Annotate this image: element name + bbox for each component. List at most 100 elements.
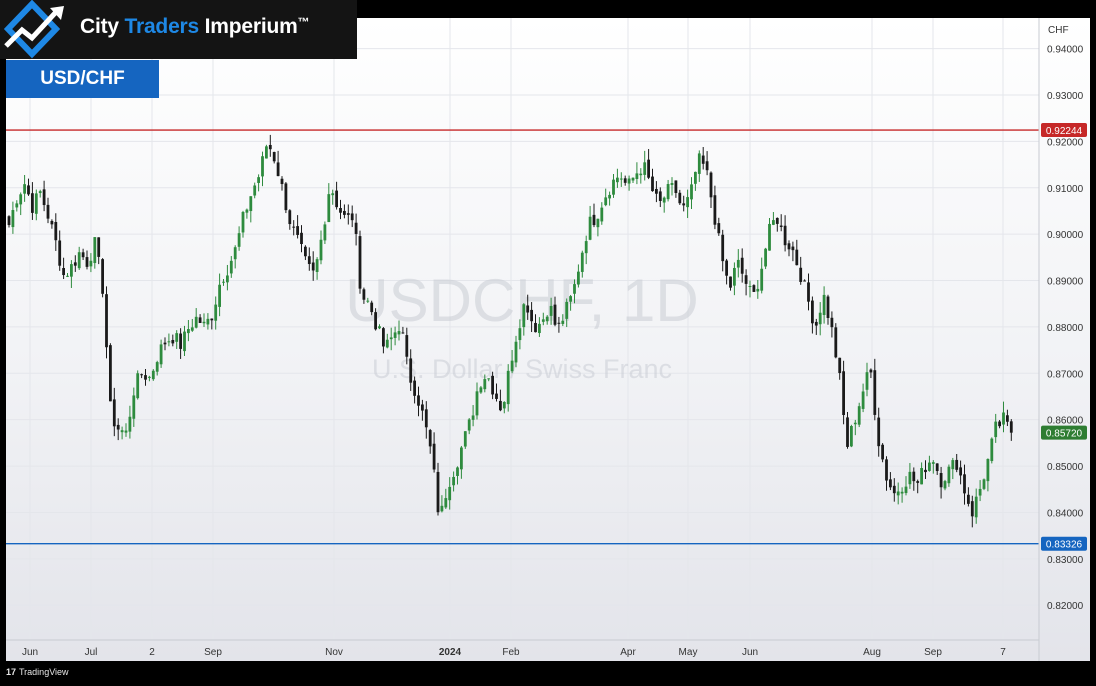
candle-body xyxy=(54,221,58,241)
candle-body xyxy=(1006,415,1009,422)
plot-area[interactable] xyxy=(6,18,1090,661)
candle-body xyxy=(721,234,725,262)
candle-body xyxy=(752,285,756,292)
candle-body xyxy=(163,342,167,345)
candle-body xyxy=(725,260,728,276)
candle-body xyxy=(175,333,179,342)
price-tick-label: 0.86000 xyxy=(1047,416,1084,427)
candle-body xyxy=(838,357,842,374)
candle-body xyxy=(943,481,947,489)
tradingview-label: TradingView xyxy=(19,667,69,677)
candle-body xyxy=(292,226,296,228)
candle-body xyxy=(436,471,440,513)
candle-body xyxy=(522,304,526,328)
candle-body xyxy=(1002,412,1005,425)
candle-body xyxy=(358,236,362,289)
brand-logo: City Traders Imperium™ xyxy=(0,0,357,59)
candle-body xyxy=(865,372,869,390)
price-tick-label: 0.88000 xyxy=(1047,323,1084,334)
candle-body xyxy=(362,289,366,300)
candle-body xyxy=(483,379,487,390)
candle-body xyxy=(647,159,650,178)
watermark-symbol: USDCHF, 1D xyxy=(345,267,698,334)
diamond-chart-logo-icon xyxy=(4,0,64,59)
candle-body xyxy=(557,322,561,324)
candle-body xyxy=(807,282,810,302)
candle-body xyxy=(791,246,795,251)
candle-body xyxy=(826,296,830,318)
candle-body xyxy=(885,459,888,481)
price-tick-label: 0.92000 xyxy=(1047,137,1084,148)
candle-body xyxy=(11,210,15,228)
candle-body xyxy=(265,146,268,159)
candle-body xyxy=(222,281,225,283)
resistance-tag-label: 0.92244 xyxy=(1046,126,1083,137)
candle-body xyxy=(803,280,806,282)
time-tick-label: Aug xyxy=(863,647,881,658)
candle-body xyxy=(998,421,1001,427)
candle-body xyxy=(690,184,693,200)
candle-body xyxy=(877,417,881,447)
candle-body xyxy=(580,252,584,272)
candle-body xyxy=(619,178,623,180)
candle-body xyxy=(319,239,323,261)
candle-body xyxy=(66,275,69,277)
candle-body xyxy=(935,463,939,472)
candle-body xyxy=(904,486,908,494)
candle-body xyxy=(775,217,779,224)
price-tick-label: 0.82000 xyxy=(1047,601,1084,612)
candle-body xyxy=(592,214,596,226)
candle-body xyxy=(717,223,721,234)
candle-body xyxy=(444,498,448,508)
price-tick-label: 0.89000 xyxy=(1047,277,1084,288)
time-tick-label: 2024 xyxy=(439,647,462,658)
candle-body xyxy=(530,309,533,322)
candle-body xyxy=(526,305,530,313)
candle-body xyxy=(350,213,354,221)
candle-body xyxy=(323,224,327,241)
candle-body xyxy=(428,430,432,447)
resistance-tag xyxy=(1041,123,1087,138)
candle-body xyxy=(694,171,697,184)
candle-body xyxy=(31,193,34,213)
pair-label: USD/CHF xyxy=(40,68,125,89)
candle-body xyxy=(662,197,666,203)
candle-body xyxy=(46,204,50,219)
candle-body xyxy=(124,430,128,433)
candle-body xyxy=(970,501,974,517)
candle-body xyxy=(842,371,845,416)
candle-body xyxy=(218,284,221,307)
candle-body xyxy=(284,183,288,211)
candle-body xyxy=(491,375,494,395)
candle-body xyxy=(608,194,611,199)
candle-body xyxy=(354,222,358,234)
tradingview-footer: 17 TradingView xyxy=(6,667,69,677)
candle-body xyxy=(834,327,838,358)
price-tags: 0.92244 0.83326 0.85720 xyxy=(1041,123,1087,551)
candle-body xyxy=(50,220,54,225)
candle-body xyxy=(448,486,452,501)
candle-body xyxy=(635,173,639,179)
candle-body xyxy=(144,375,147,380)
candle-body xyxy=(241,211,245,233)
candle-body xyxy=(986,458,990,482)
candle-body xyxy=(978,488,982,496)
candle-body xyxy=(799,267,803,282)
candle-body xyxy=(183,331,186,352)
price-tick-label: 0.94000 xyxy=(1047,45,1084,56)
candle-body xyxy=(736,259,740,268)
candle-body xyxy=(374,312,377,330)
candle-body xyxy=(307,256,311,265)
candle-body xyxy=(616,177,619,183)
pair-label-box: USD/CHF xyxy=(6,60,159,98)
candle-body xyxy=(109,345,112,402)
last-price-tag xyxy=(1041,425,1087,440)
price-tick-label: 0.91000 xyxy=(1047,184,1084,195)
candle-body xyxy=(604,197,608,206)
candle-body xyxy=(760,268,764,291)
candle-body xyxy=(58,240,62,266)
candle-body xyxy=(518,328,522,341)
candle-body xyxy=(140,374,143,376)
candle-body xyxy=(202,321,206,324)
